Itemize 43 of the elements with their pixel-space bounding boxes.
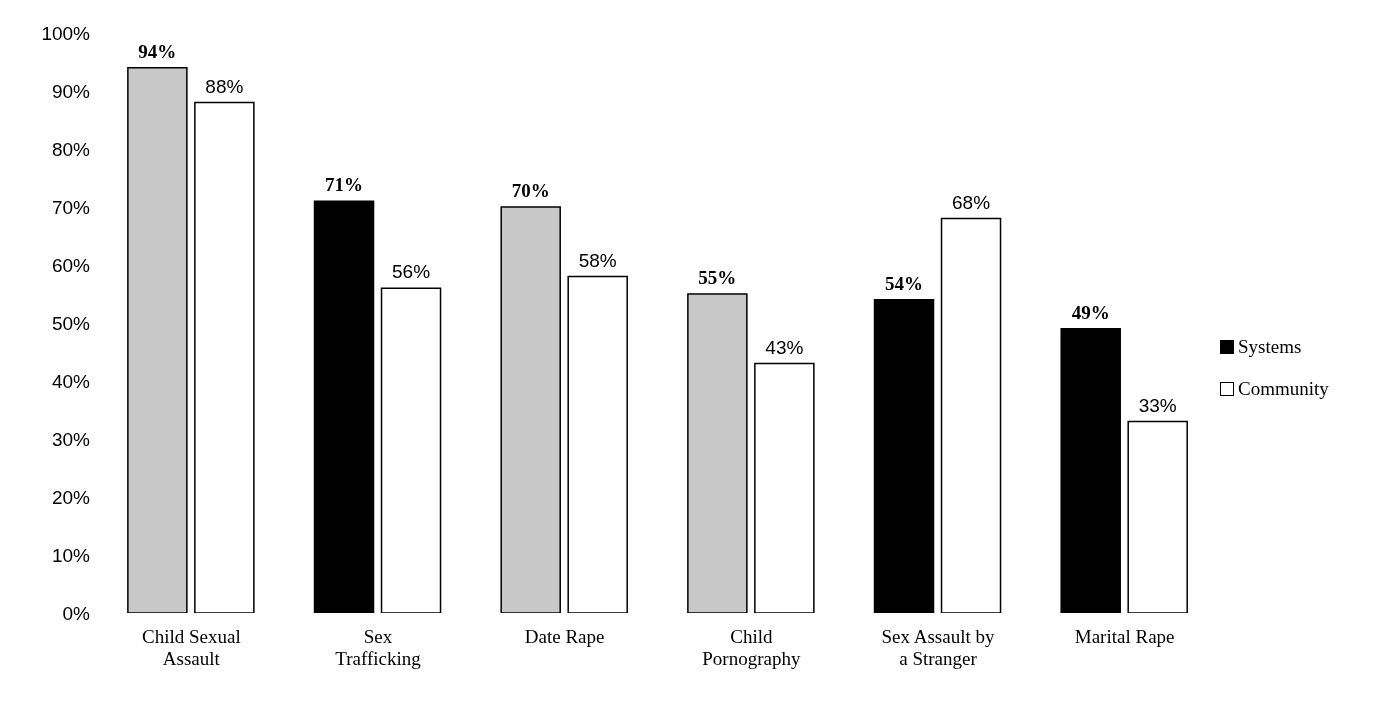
bar [754,362,815,613]
legend-label: Community [1238,378,1329,400]
data-label: 94% [138,40,177,62]
y-tick-label: 80% [51,138,91,160]
x-tick-label: Child Sexual Assault [141,626,241,669]
y-tick-label: 10% [51,544,91,566]
y-tick-label: 0% [62,602,91,624]
x-tick-label: Marital Rape [1074,626,1175,647]
y-tick-label: 50% [51,312,91,334]
bar [873,299,935,613]
bar [500,206,561,613]
data-label: 68% [952,191,991,213]
data-label: 43% [765,336,804,358]
legend-label: Systems [1238,336,1302,358]
bar [1060,328,1121,613]
data-label: 49% [1071,301,1110,323]
data-label: 56% [392,261,431,283]
y-tick-label: 40% [51,370,91,392]
data-label: 54% [885,272,924,294]
y-tick-label: 60% [51,254,91,276]
y-tick-label: 90% [51,80,91,102]
bar [687,293,748,613]
bar [940,217,1002,613]
data-label: 70% [511,180,550,201]
data-label: 71% [325,174,364,196]
bar [194,101,255,613]
data-label: 55% [698,267,737,288]
y-tick-label: 100% [41,22,91,44]
bar [127,67,188,613]
y-tick-label: 30% [51,428,91,450]
bar [1127,420,1188,613]
bar [567,275,628,613]
y-tick-label: 20% [51,486,91,508]
bar [380,287,442,613]
x-tick-label: Sex Trafficking [335,626,422,669]
data-label: 88% [205,75,244,97]
y-tick-label: 70% [51,196,91,218]
data-label: 33% [1138,394,1177,416]
data-label: 58% [578,249,617,271]
bar [313,200,375,613]
x-tick-label: Date Rape [524,626,605,647]
x-tick-label: Child Pornography [702,626,801,669]
x-tick-label: Sex Assault by a Stranger [881,626,995,669]
